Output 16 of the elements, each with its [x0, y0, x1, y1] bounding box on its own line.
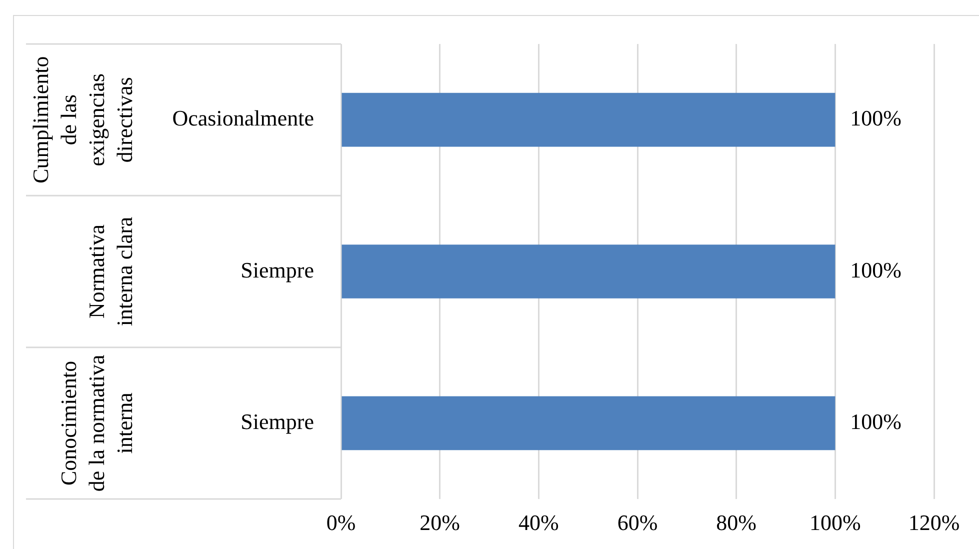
data-label: 100% [850, 106, 902, 131]
x-tick-label: 20% [420, 510, 460, 535]
x-tick-label: 120% [908, 510, 960, 535]
x-tick-label: 40% [518, 510, 559, 535]
y-tick-label: Siempre [240, 257, 314, 282]
x-tick-label: 60% [617, 510, 658, 535]
data-label: 100% [850, 408, 902, 434]
y-tick-label: Ocasionalmente [172, 106, 314, 131]
x-tick-label: 0% [326, 510, 356, 535]
text: Conocimiento de la normativa interna [56, 354, 137, 492]
data-label: 100% [850, 257, 902, 282]
y-tick-label: Siempre [240, 408, 314, 434]
text: Cumplimiento de las exigencias directivas [28, 56, 137, 184]
x-tick-label: 80% [716, 510, 756, 535]
text: Normativa interna clara [84, 216, 137, 326]
x-tick-label: 100% [810, 510, 861, 535]
